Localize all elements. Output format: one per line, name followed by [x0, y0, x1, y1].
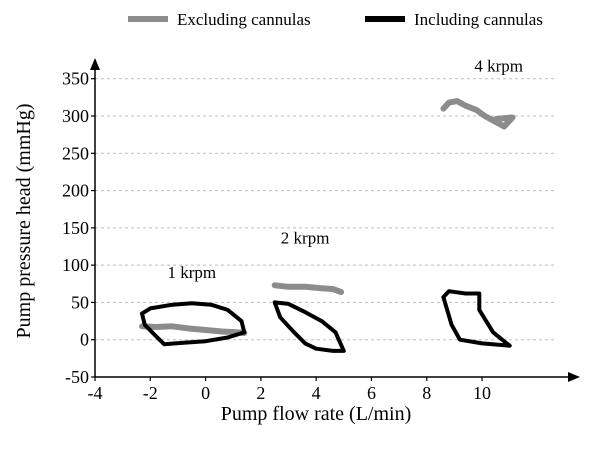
y-axis-title: Pump pressure head (mmHg)	[13, 104, 35, 339]
legend-label: Excluding cannulas	[177, 10, 311, 29]
series-excluding-1-krpm	[139, 323, 248, 336]
y-tick-label: 300	[62, 106, 89, 126]
y-tick-label: 350	[62, 69, 89, 89]
legend-label: Including cannulas	[414, 10, 543, 29]
annotation-2-krpm: 2 krpm	[281, 229, 330, 248]
y-tick-label: 250	[62, 143, 89, 163]
y-tick-label: 150	[62, 218, 89, 238]
y-tick-label: 50	[71, 292, 89, 312]
legend: Excluding cannulas Including cannulas	[128, 10, 543, 29]
x-tick-label: -4	[88, 383, 103, 403]
x-tick-label: 8	[422, 383, 431, 403]
annotations: 1 krpm 2 krpm 4 krpm	[167, 56, 523, 282]
series-excluding-2-krpm	[271, 282, 345, 295]
y-axis-arrow	[90, 58, 100, 70]
x-axis-arrow	[568, 372, 580, 382]
series-including-4-krpm	[441, 289, 512, 348]
x-tick-label: 4	[312, 383, 321, 403]
y-tick-label: 0	[80, 330, 89, 350]
annotation-4-krpm: 4 krpm	[474, 56, 523, 75]
series-excluding-4-krpm	[440, 98, 516, 130]
tick-labels: -50 0 50 100 150 200 250 300 350 -4 -2 0 2 4 6 8 10	[62, 69, 491, 403]
x-tick-label: -2	[143, 383, 158, 403]
x-axis-title: Pump flow rate (L/min)	[221, 403, 412, 425]
annotation-1-krpm: 1 krpm	[167, 263, 216, 282]
x-tick-label: 6	[367, 383, 376, 403]
x-tick-label: 2	[256, 383, 265, 403]
x-tick-label: 10	[473, 383, 491, 403]
series-group	[139, 98, 516, 353]
y-tick-label: 100	[62, 255, 89, 275]
series-including-2-krpm	[272, 300, 346, 353]
gridlines	[95, 78, 555, 341]
axes	[90, 58, 580, 382]
x-tick-label: 0	[201, 383, 210, 403]
y-tick-label: -50	[65, 367, 89, 387]
series-including-1-krpm	[140, 301, 247, 347]
y-tick-label: 200	[62, 181, 89, 201]
